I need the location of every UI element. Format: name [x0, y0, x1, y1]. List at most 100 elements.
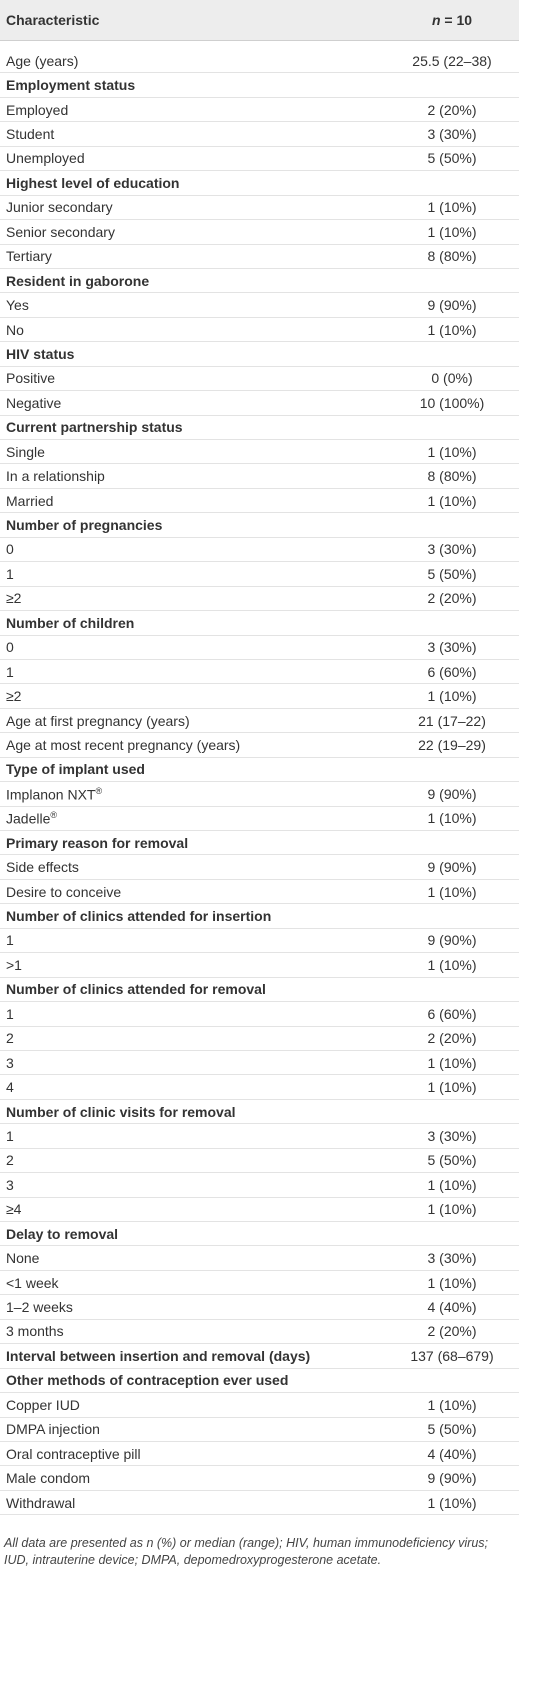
row-label-cell: 1	[0, 1128, 385, 1144]
row-label: 0	[6, 541, 14, 558]
row-value: 3 (30%)	[427, 541, 477, 558]
value-cell: 9 (90%)	[385, 932, 519, 948]
row-label: Age (years)	[6, 52, 79, 69]
table-row: 3 months 2 (20%)	[0, 1320, 519, 1345]
value-cell: 9 (90%)	[385, 297, 519, 313]
value-cell: 1 (10%)	[385, 1495, 519, 1511]
row-label-cell: ≥4	[0, 1201, 385, 1217]
row-label-cell: None	[0, 1250, 385, 1266]
row-value: 4 (40%)	[427, 1299, 477, 1316]
row-value: 8 (80%)	[427, 468, 477, 485]
row-label: Age at most recent pregnancy (years)	[6, 736, 241, 753]
row-label-cell: Resident in gaborone	[0, 273, 385, 289]
row-label: Unemployed	[6, 150, 85, 167]
row-label-cell: 1	[0, 1006, 385, 1022]
row-label-cell: 4	[0, 1079, 385, 1095]
row-label-cell: Unemployed	[0, 150, 385, 166]
row-label: ≥2	[6, 590, 22, 607]
row-label-cell: Junior secondary	[0, 199, 385, 215]
value-cell: 9 (90%)	[385, 786, 519, 802]
value-cell: 9 (90%)	[385, 1470, 519, 1486]
row-label-cell: Desire to conceive	[0, 884, 385, 900]
row-label: 2	[6, 1152, 14, 1169]
table-row: Junior secondary 1 (10%)	[0, 196, 519, 221]
row-value: 25.5 (22–38)	[412, 52, 492, 69]
value-cell: 3 (30%)	[385, 639, 519, 655]
row-label: 4	[6, 1079, 14, 1096]
value-cell: 4 (40%)	[385, 1446, 519, 1462]
row-label: Junior secondary	[6, 199, 113, 216]
table-row: Highest level of education	[0, 171, 519, 196]
row-label: Other methods of contraception ever used	[6, 1372, 289, 1389]
row-value: 9 (90%)	[427, 297, 477, 314]
row-label-cell: Positive	[0, 370, 385, 386]
row-value: 3 (30%)	[427, 1250, 477, 1267]
value-cell: 3 (30%)	[385, 541, 519, 557]
value-cell: 1 (10%)	[385, 493, 519, 509]
row-label-cell: Interval between insertion and removal (…	[0, 1348, 385, 1364]
row-value: 1 (10%)	[427, 1201, 477, 1218]
table-row: Employment status	[0, 73, 519, 98]
table-row: Age (years) 25.5 (22–38)	[0, 49, 519, 74]
row-label: Withdrawal	[6, 1494, 76, 1511]
row-label-cell: Male condom	[0, 1470, 385, 1486]
value-cell: 1 (10%)	[385, 224, 519, 240]
row-label: Senior secondary	[6, 223, 115, 240]
row-value: 1 (10%)	[427, 810, 477, 827]
value-cell: 1 (10%)	[385, 1275, 519, 1291]
table-row: Unemployed 5 (50%)	[0, 147, 519, 172]
table-row: Number of children	[0, 611, 519, 636]
row-label: 1	[6, 932, 14, 949]
row-value: 3 (30%)	[427, 1127, 477, 1144]
row-label: ≥2	[6, 688, 22, 705]
value-cell: 1 (10%)	[385, 884, 519, 900]
row-label-cell: Jadelle®	[0, 810, 385, 827]
row-value: 2 (20%)	[427, 1030, 477, 1047]
row-value: 3 (30%)	[427, 639, 477, 656]
row-label-cell: No	[0, 322, 385, 338]
row-label: Desire to conceive	[6, 883, 122, 900]
row-label-cell: Highest level of education	[0, 175, 385, 191]
table-row: 1–2 weeks 4 (40%)	[0, 1295, 519, 1320]
value-cell: 2 (20%)	[385, 590, 519, 606]
row-label-cell: 3	[0, 1177, 385, 1193]
superscript: ®	[50, 809, 58, 820]
table-row: Senior secondary 1 (10%)	[0, 220, 519, 245]
row-label: Delay to removal	[6, 1225, 119, 1242]
row-label-cell: 1	[0, 932, 385, 948]
row-label: 1	[6, 1005, 14, 1022]
row-label: 3 months	[6, 1323, 64, 1340]
row-label-cell: Employed	[0, 102, 385, 118]
row-label: Side effects	[6, 859, 79, 876]
table-row: 4 1 (10%)	[0, 1075, 519, 1100]
row-label-cell: 2	[0, 1030, 385, 1046]
row-label-cell: DMPA injection	[0, 1421, 385, 1437]
row-value: 137 (68–679)	[410, 1347, 494, 1364]
table-row: 1 3 (30%)	[0, 1124, 519, 1149]
row-label: Current partnership status	[6, 419, 183, 436]
value-cell: 2 (20%)	[385, 1323, 519, 1339]
row-label: Number of children	[6, 614, 135, 631]
header-cell: n = 10	[385, 12, 519, 28]
value-cell: 6 (60%)	[385, 1006, 519, 1022]
row-label-cell: 0	[0, 639, 385, 655]
row-value: 1 (10%)	[427, 1054, 477, 1071]
table-row: ≥2 2 (20%)	[0, 587, 519, 612]
table-row: Yes 9 (90%)	[0, 293, 519, 318]
row-label: 3	[6, 1054, 14, 1071]
row-value: 2 (20%)	[427, 101, 477, 118]
value-cell: 8 (80%)	[385, 248, 519, 264]
row-label: Number of clinics attended for insertion	[6, 908, 272, 925]
row-label-cell: 2	[0, 1152, 385, 1168]
row-label: Type of implant used	[6, 761, 145, 778]
row-label: In a relationship	[6, 468, 105, 485]
table-row: HIV status	[0, 342, 519, 367]
row-value: 5 (50%)	[427, 150, 477, 167]
value-cell: 1 (10%)	[385, 444, 519, 460]
row-value: 9 (90%)	[427, 785, 477, 802]
row-value: 5 (50%)	[427, 1152, 477, 1169]
row-value: 1 (10%)	[427, 321, 477, 338]
row-label: 3	[6, 1176, 14, 1193]
value-cell: 3 (30%)	[385, 1250, 519, 1266]
